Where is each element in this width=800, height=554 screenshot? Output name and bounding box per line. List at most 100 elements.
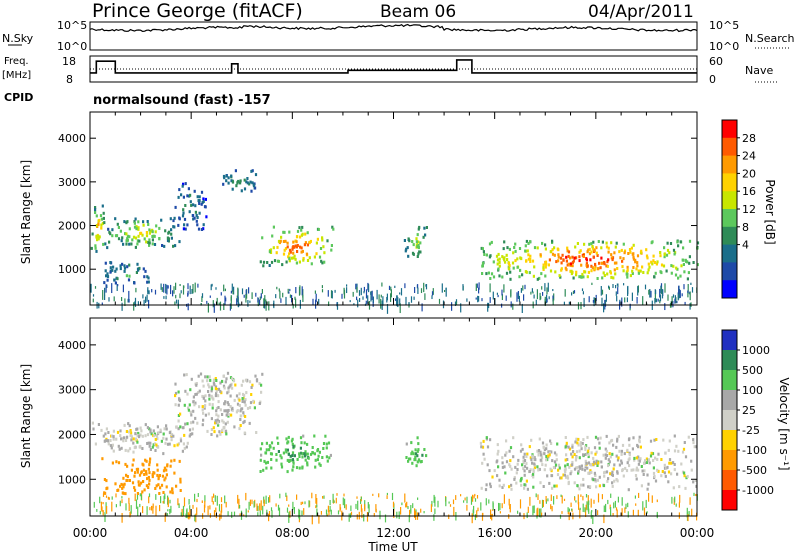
velocity-cell (578, 449, 581, 453)
velocity-cell (221, 413, 224, 416)
velocity-cell (531, 461, 534, 465)
power-cell (177, 195, 180, 199)
power-ground-cell (128, 290, 130, 300)
velocity-cell (265, 466, 268, 470)
power-cell (656, 260, 659, 264)
power-cell (696, 263, 699, 267)
velocity-colorbar-segment (722, 330, 737, 351)
velocity-ground-cell (476, 510, 478, 518)
velocity-cell (235, 394, 239, 398)
power-ground-cell (689, 303, 691, 310)
power-region-2 (103, 261, 150, 285)
velocity-cell (270, 466, 273, 470)
power-ground-cell (390, 286, 392, 291)
power-cell (542, 268, 545, 271)
power-cell (313, 255, 316, 259)
power-ground-cell (399, 298, 401, 305)
velocity-ground-cell (148, 496, 150, 504)
velocity-ground-cell (169, 499, 171, 504)
velocity-cell (169, 490, 172, 494)
power-cell (202, 200, 205, 203)
power-cell (660, 263, 664, 267)
power-cell (418, 250, 421, 254)
power-cell (574, 245, 577, 249)
velocity-cell (666, 465, 669, 469)
velocity-ground-cell (322, 496, 324, 499)
velocity-cell (130, 438, 133, 442)
velocity-cell (178, 397, 181, 401)
power-cell (170, 232, 173, 236)
power-cell (200, 202, 203, 206)
velocity-cell (522, 467, 525, 471)
freq-tick-bottom: 8 (66, 73, 73, 86)
power-cell (606, 260, 609, 264)
power-cell (554, 270, 557, 274)
velocity-cell (421, 453, 424, 457)
velocity-cell (158, 474, 161, 477)
velocity-ground-cell (363, 514, 365, 522)
velocity-cell (159, 486, 162, 490)
power-ground-cell (390, 293, 392, 302)
power-cell (90, 246, 93, 250)
power-cell (611, 256, 615, 260)
power-cell (119, 229, 122, 233)
velocity-cell (325, 455, 328, 459)
velocity-cell (275, 453, 278, 456)
power-ground-cell (524, 284, 526, 290)
velocity-cell (157, 431, 160, 435)
velocity-ground-cell (342, 497, 344, 506)
velocity-cell (540, 453, 543, 457)
power-ground-cell (676, 300, 678, 304)
velocity-cell (158, 492, 161, 495)
velocity-cell (639, 457, 642, 461)
velocity-cell (103, 491, 106, 495)
power-cell (682, 246, 685, 250)
velocity-ground-cell (448, 501, 450, 504)
power-cell (605, 245, 609, 249)
power-cell (182, 227, 185, 231)
power-ground-cell (518, 295, 520, 302)
power-cell (148, 243, 151, 247)
beam-label: Beam 06 (380, 2, 456, 22)
power-ground-cell (608, 286, 610, 290)
power-cell (97, 222, 100, 226)
power-ground-cell (510, 301, 512, 308)
velocity-cell (148, 444, 151, 448)
power-cell (626, 265, 629, 269)
velocity-cell (177, 419, 180, 423)
velocity-ground-cell (423, 511, 425, 514)
velocity-cell (497, 465, 500, 469)
velocity-colorbar-label: Velocity [m s⁻¹] (777, 377, 791, 470)
velocity-ground-cell (245, 492, 247, 501)
velocity-cell (425, 454, 428, 458)
velocity-cell (579, 441, 582, 445)
power-cell (564, 266, 567, 270)
power-ground-cell (594, 298, 596, 303)
velocity-cell (155, 434, 159, 438)
velocity-ground-cell (326, 513, 328, 516)
power-cell (607, 258, 610, 262)
velocity-cell (177, 414, 180, 417)
velocity-cell (177, 390, 180, 394)
power-cell (246, 181, 249, 185)
velocity-cell (250, 386, 253, 389)
power-cell (527, 242, 530, 245)
velocity-cell (223, 386, 226, 390)
velocity-cell (640, 484, 643, 488)
power-cell (119, 267, 122, 271)
power-ground-cell (367, 295, 369, 304)
velocity-ground-cell (568, 508, 570, 512)
power-cell (425, 226, 428, 229)
velocity-cell (610, 473, 614, 476)
velocity-cell (534, 458, 537, 462)
power-ground-cell (328, 301, 330, 306)
velocity-ground-cell (104, 512, 106, 522)
velocity-cell (560, 476, 563, 480)
velocity-cell (244, 378, 248, 382)
velocity-ground-cell (134, 493, 136, 502)
power-ground-cell (194, 282, 196, 293)
power-cell (514, 249, 517, 253)
velocity-ground-cell (420, 508, 422, 513)
velocity-cell (605, 470, 609, 474)
power-cell (492, 275, 496, 279)
